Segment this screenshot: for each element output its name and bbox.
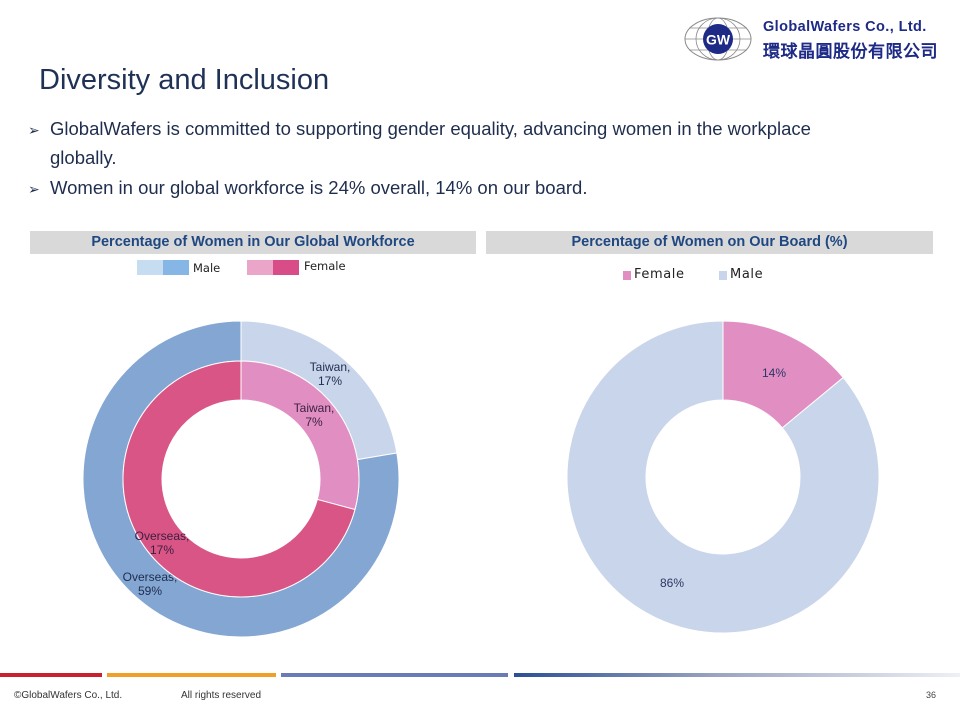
footer-bar-blue (281, 673, 508, 677)
bullet-1: ➢ GlobalWafers is committed to supporting… (28, 118, 811, 140)
bullet-2-text: Women in our global workforce is 24% ove… (50, 177, 588, 198)
board-slice-1 (566, 320, 880, 634)
workforce-chart-title: Percentage of Women in Our Global Workfo… (30, 231, 476, 254)
company-logo: GW GlobalWafers Co., Ltd. 環球晶圓股份有限公司 (683, 14, 943, 64)
workforce-female-slice-1 (122, 360, 356, 598)
legend-female-swatch (247, 260, 299, 275)
bullet-2: ➢ Women in our global workforce is 24% ov… (28, 177, 587, 199)
legend-female-swatch (623, 271, 631, 280)
legend-female-label: Female (634, 267, 685, 282)
legend-male-swatch (137, 260, 189, 275)
footer-bar-gradient (514, 673, 960, 677)
footer-copyright: ©GlobalWafers Co., Ltd. (14, 690, 123, 701)
workforce-male-label-1: Overseas, 59% (123, 570, 178, 598)
workforce-female-label-1: Overseas, 17% (135, 529, 190, 557)
company-name-zh: 環球晶圓股份有限公司 (763, 42, 938, 62)
board-chart-title: Percentage of Women on Our Board (%) (486, 231, 933, 254)
legend-male-label: Male (193, 261, 221, 275)
page-number: 36 (926, 690, 937, 700)
bullet-1-continuation: globally. (50, 147, 117, 168)
footer-bar-red (0, 673, 102, 677)
arrow-bullet-icon: ➢ (28, 181, 40, 197)
company-name-en: GlobalWafers Co., Ltd. (763, 19, 927, 35)
legend-female-label: Female (304, 259, 346, 273)
legend-male-swatch (719, 271, 727, 280)
globe-logo-icon: GW (684, 17, 752, 61)
board-label-0: 14% (762, 366, 786, 380)
board-label-1: 86% (660, 576, 684, 590)
legend-male-label: Male (730, 267, 764, 282)
footer-bar-orange (107, 673, 276, 677)
workforce-female-label-0: Taiwan, 7% (294, 401, 335, 429)
workforce-male-label-0: Taiwan, 17% (310, 360, 351, 388)
page-title: Diversity and Inclusion (39, 64, 330, 96)
logo-mark: GW (706, 32, 731, 48)
bullet-1-text: GlobalWafers is committed to supporting … (50, 118, 811, 139)
footer-rights: All rights reserved (181, 690, 262, 701)
arrow-bullet-icon: ➢ (28, 122, 40, 138)
